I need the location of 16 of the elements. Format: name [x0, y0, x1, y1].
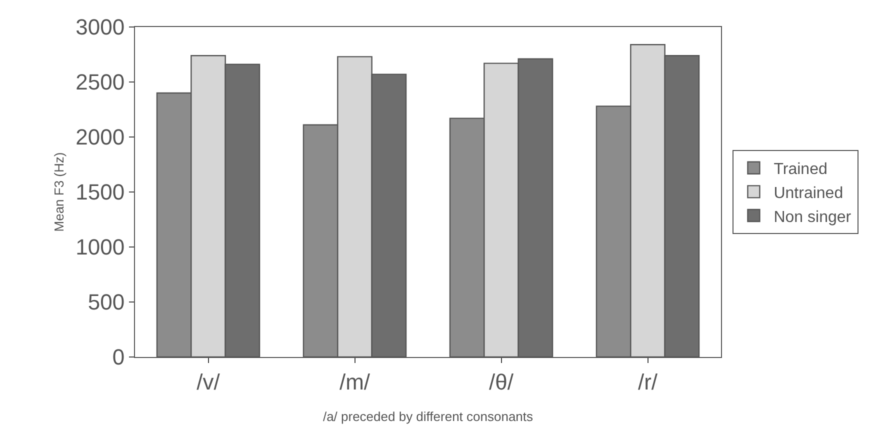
legend-label: Non singer: [774, 208, 852, 226]
y-tick-label: 2500: [76, 70, 125, 95]
legend-label: Untrained: [774, 184, 844, 202]
x-tick-label: /v/: [196, 369, 221, 394]
x-tick-label: /θ/: [489, 369, 514, 394]
y-tick-label: 0: [112, 344, 125, 370]
x-tick-label: /m/: [339, 369, 371, 394]
y-tick-label: 3000: [76, 14, 125, 40]
y-axis-title: Mean F3 (Hz): [52, 152, 67, 232]
y-tick-label: 2000: [76, 124, 125, 150]
y-tick-label: 1000: [76, 234, 125, 260]
x-axis-title: /a/ preceded by different consonants: [322, 409, 534, 424]
legend-label: Trained: [774, 161, 828, 178]
x-tick-label: /r/: [638, 369, 658, 394]
y-tick-label: 1500: [76, 180, 125, 205]
y-tick-label: 500: [88, 290, 125, 315]
